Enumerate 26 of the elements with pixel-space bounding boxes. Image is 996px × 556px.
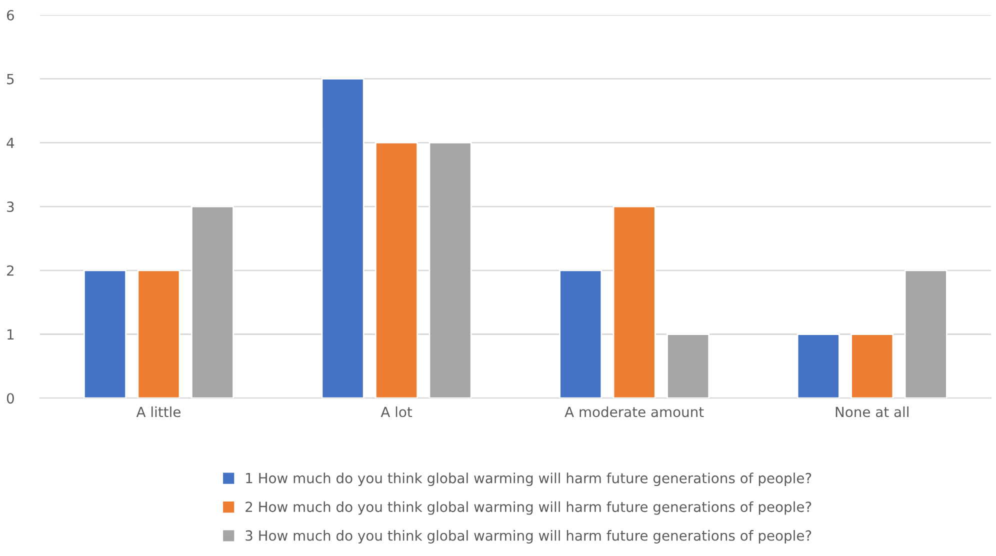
y-tick-label: 0 [6, 393, 14, 404]
bar [904, 270, 948, 398]
legend-label: 2 How much do you think global warming will harm future generations of people? [246, 501, 812, 515]
x-tick-label: A moderate amount [564, 406, 704, 418]
y-tick-label: 1 [8, 329, 14, 340]
y-tick-label: 6 [6, 10, 14, 20]
legend-label: 1 How much do you think global warming will harm future generations of people? [246, 472, 812, 486]
y-tick-label: 2 [7, 265, 14, 276]
y-tick-label: 4 [6, 138, 14, 148]
y-tick-label: 5 [7, 74, 14, 84]
bar [428, 142, 472, 398]
x-tick-label: A little [136, 406, 180, 418]
bar [796, 334, 840, 398]
bar [137, 270, 180, 398]
bar [375, 142, 418, 398]
x-tick-label: None at all [836, 406, 908, 418]
bar [559, 270, 602, 398]
bar [666, 334, 710, 398]
bar [850, 334, 894, 398]
bar [612, 206, 656, 398]
legend-label: 3 How much do you think global warming will harm future generations of people? [246, 530, 812, 544]
bar [321, 78, 364, 398]
bar [190, 206, 234, 398]
y-tick-label: 3 [7, 202, 14, 212]
bar [83, 270, 126, 398]
x-tick-label: A lot [380, 406, 412, 418]
